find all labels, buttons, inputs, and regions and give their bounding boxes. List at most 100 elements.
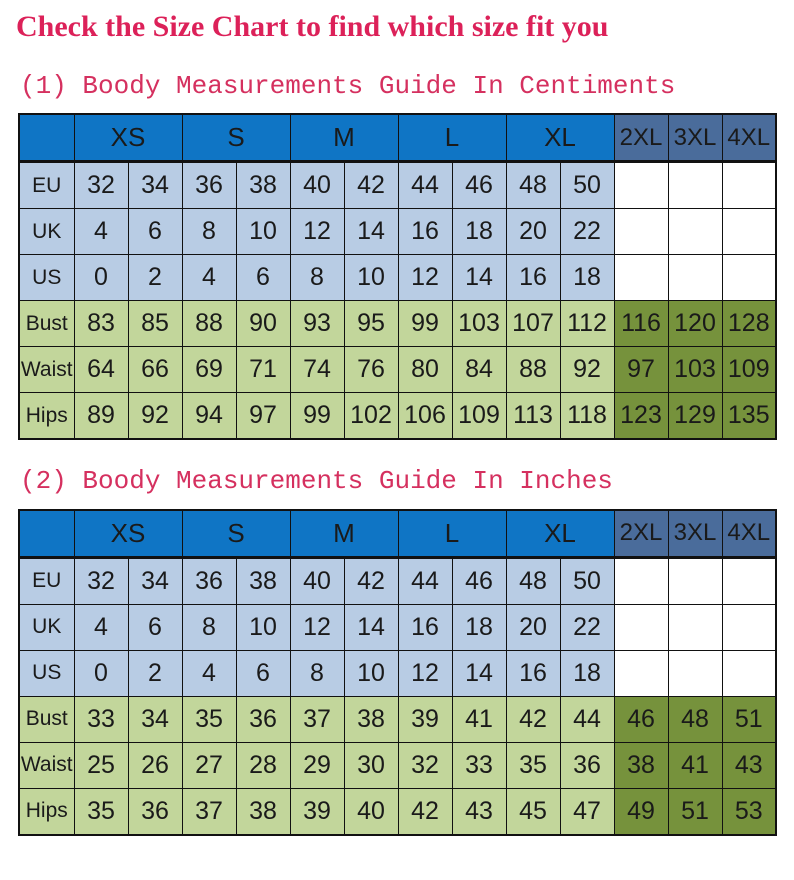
size-cell: 92: [559, 346, 615, 394]
size-cell: 16: [397, 603, 453, 651]
size-cell: 39: [397, 695, 453, 743]
size-cell: 40: [289, 161, 345, 210]
size-cell: 102: [343, 392, 399, 440]
size-cell: 118: [559, 392, 615, 440]
size-cell: 33: [73, 695, 129, 743]
size-cell: 12: [397, 649, 453, 697]
extended-size-cell: [613, 603, 669, 651]
size-cell: 18: [559, 649, 615, 697]
size-cell: 74: [289, 346, 345, 394]
corner-cell: [18, 509, 75, 559]
size-cell: 10: [235, 208, 291, 256]
extended-size-cell: [667, 649, 723, 697]
size-cell: 6: [127, 603, 183, 651]
size-cell: 106: [397, 392, 453, 440]
size-cell: 8: [181, 603, 237, 651]
size-cell: 47: [559, 787, 615, 836]
size-cell: 112: [559, 300, 615, 348]
extended-size-cell: 46: [613, 695, 669, 743]
size-cell: 28: [235, 741, 291, 789]
size-group-header: L: [397, 113, 507, 164]
table-row: Hips 89 92 94 97 99 102 106 109 113 118 123 129 135: [18, 392, 777, 440]
size-cell: 6: [235, 254, 291, 302]
extended-size-cell: 53: [721, 787, 777, 836]
extended-size-header: 4XL: [721, 113, 777, 164]
size-cell: 44: [397, 556, 453, 605]
section-inches: (2) Boody Measurements Guide In Inches X…: [18, 467, 777, 836]
size-cell: 26: [127, 741, 183, 789]
size-cell: 4: [181, 254, 237, 302]
table-row: US 0 2 4 6 8 10 12 14 16 18: [18, 649, 777, 697]
size-cell: 93: [289, 300, 345, 348]
extended-size-header: 4XL: [721, 509, 777, 559]
size-cell: 6: [235, 649, 291, 697]
size-cell: 41: [451, 695, 507, 743]
size-cell: 27: [181, 741, 237, 789]
size-cell: 85: [127, 300, 183, 348]
extended-size-header: 2XL: [613, 113, 669, 164]
size-group-header: XS: [73, 113, 183, 164]
extended-size-cell: 129: [667, 392, 723, 440]
extended-size-cell: 43: [721, 741, 777, 789]
table-row: US 0 2 4 6 8 10 12 14 16 18: [18, 254, 777, 302]
row-label: Bust: [18, 695, 75, 743]
extended-size-cell: 116: [613, 300, 669, 348]
size-table-centimeters: XS S M L XL 2XL 3XL 4XL EU 32 34 36 38 40 42 44 46 48 50 UK…: [18, 113, 777, 441]
size-cell: 4: [73, 208, 129, 256]
page-title: Check the Size Chart to find which size …: [16, 10, 609, 43]
size-cell: 90: [235, 300, 291, 348]
extended-size-cell: 97: [613, 346, 669, 394]
size-cell: 64: [73, 346, 129, 394]
size-cell: 43: [451, 787, 507, 836]
table-row: UK 4 6 8 10 12 14 16 18 20 22: [18, 603, 777, 651]
size-cell: 10: [235, 603, 291, 651]
size-cell: 94: [181, 392, 237, 440]
size-cell: 16: [505, 254, 561, 302]
size-cell: 4: [73, 603, 129, 651]
extended-size-cell: [721, 208, 777, 256]
size-cell: 103: [451, 300, 507, 348]
row-label: US: [18, 254, 75, 302]
size-cell: 18: [451, 603, 507, 651]
size-cell: 44: [397, 161, 453, 210]
size-cell: 10: [343, 254, 399, 302]
table-row: UK 4 6 8 10 12 14 16 18 20 22: [18, 208, 777, 256]
size-cell: 46: [451, 556, 507, 605]
table-row: Hips 35 36 37 38 39 40 42 43 45 47 49 51 53: [18, 787, 777, 836]
size-cell: 32: [73, 556, 129, 605]
size-cell: 38: [343, 695, 399, 743]
extended-size-cell: [667, 556, 723, 605]
size-group-header: M: [289, 113, 399, 164]
section-inches-heading: (2) Boody Measurements Guide In Inches: [20, 466, 613, 497]
size-cell: 69: [181, 346, 237, 394]
size-cell: 14: [343, 603, 399, 651]
extended-size-cell: [613, 649, 669, 697]
row-label: Waist: [18, 346, 75, 394]
size-cell: 48: [505, 556, 561, 605]
extended-size-cell: [667, 254, 723, 302]
size-cell: 97: [235, 392, 291, 440]
table-row: Waist 64 66 69 71 74 76 80 84 88 92 97 103 109: [18, 346, 777, 394]
size-group-header: XL: [505, 509, 615, 559]
size-group-header: S: [181, 113, 291, 164]
extended-size-cell: [613, 254, 669, 302]
size-cell: 34: [127, 695, 183, 743]
size-cell: 16: [397, 208, 453, 256]
size-cell: 29: [289, 741, 345, 789]
size-cell: 36: [235, 695, 291, 743]
size-cell: 14: [343, 208, 399, 256]
size-group-header: S: [181, 509, 291, 559]
size-cell: 42: [505, 695, 561, 743]
size-cell: 18: [559, 254, 615, 302]
extended-size-cell: [613, 208, 669, 256]
row-label: EU: [18, 161, 75, 210]
extended-size-cell: [721, 649, 777, 697]
section-centimeters-heading: (1) Boody Measurements Guide In Centimen…: [20, 70, 676, 101]
size-cell: 36: [181, 161, 237, 210]
size-cell: 37: [181, 787, 237, 836]
size-cell: 12: [289, 208, 345, 256]
size-cell: 40: [343, 787, 399, 836]
size-cell: 8: [289, 649, 345, 697]
size-cell: 20: [505, 208, 561, 256]
